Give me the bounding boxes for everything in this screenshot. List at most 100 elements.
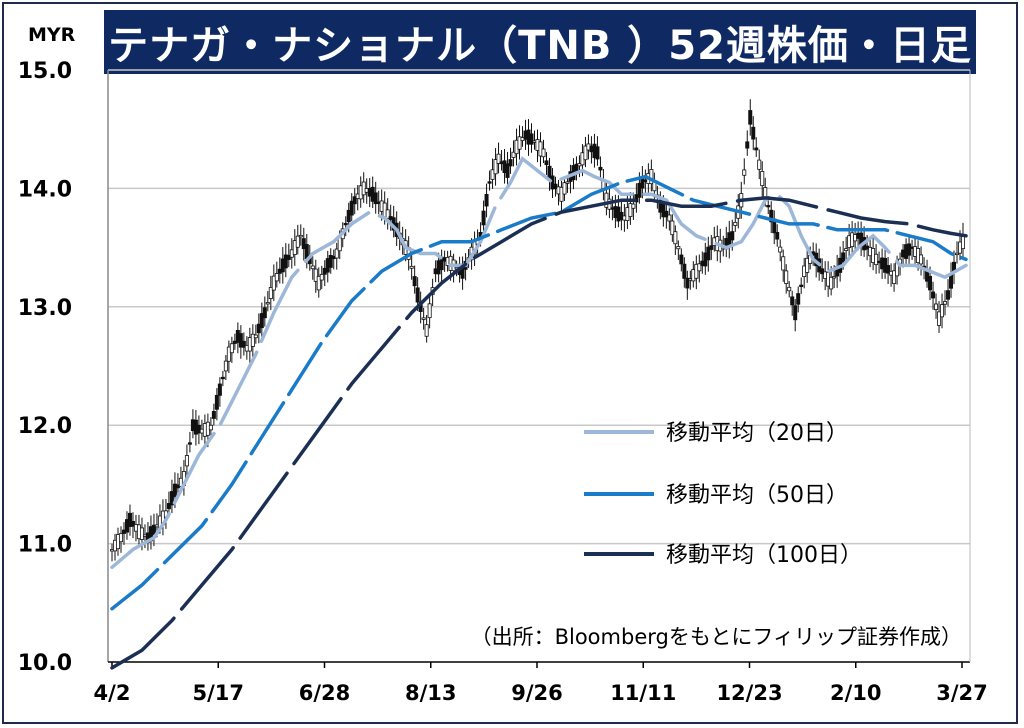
price-candle (685, 277, 690, 289)
price-candle (310, 265, 315, 270)
price-candle (676, 246, 681, 250)
price-candle (757, 159, 762, 170)
price-candle (550, 175, 555, 190)
y-tick-label: 13.0 (18, 296, 72, 321)
price-candle (313, 268, 318, 282)
price-candle (220, 376, 225, 380)
price-candle (172, 483, 177, 497)
axes (107, 70, 971, 668)
price-candle (778, 246, 783, 253)
price-candle (352, 196, 357, 205)
price-candle (742, 169, 747, 176)
price-candle (253, 334, 258, 339)
price-candle (298, 234, 303, 238)
price-candle (265, 302, 270, 305)
price-candle (595, 146, 600, 160)
price-candle (649, 169, 654, 185)
price-candle (496, 153, 501, 164)
price-candle (754, 147, 759, 151)
price-candle (565, 181, 570, 184)
price-candle (127, 512, 132, 527)
y-tick-label: 14.0 (18, 177, 72, 202)
price-candle (373, 192, 378, 205)
price-candle (274, 273, 279, 282)
price-candle (946, 290, 951, 300)
ma-line-1 (110, 156, 968, 570)
price-candle (829, 276, 834, 290)
price-candle (493, 159, 498, 175)
price-candle (118, 533, 123, 543)
legend-label: 移動平均（50日） (666, 483, 848, 508)
price-candle (217, 383, 222, 396)
price-candle (208, 424, 213, 431)
price-candle (130, 520, 135, 527)
grid-lines (108, 69, 970, 545)
price-candle (697, 263, 702, 272)
price-candle (682, 263, 687, 279)
price-candle (766, 204, 771, 208)
price-candle (733, 221, 738, 226)
price-candle (799, 284, 804, 287)
price-candle (940, 304, 945, 318)
price-candle (805, 257, 810, 273)
price-candle (730, 231, 735, 241)
ma-line-3 (110, 196, 968, 670)
x-tick-labels: 4/2 5/17 6/28 8/13 9/26 11/11 12/23 2/10 3/27 (94, 681, 988, 705)
price-candle (490, 169, 495, 180)
price-candle (427, 303, 432, 319)
price-candle (301, 238, 306, 250)
price-candle (223, 360, 228, 372)
price-candle (184, 455, 189, 467)
price-candle (583, 145, 588, 161)
price-candle (628, 203, 633, 217)
price-candle (295, 235, 300, 248)
price-candle (250, 333, 255, 347)
price-candle (790, 296, 795, 306)
price-candle (424, 324, 429, 337)
ma-line-2 (110, 174, 968, 611)
chart-title: テナガ・ナショナル（TNB ）52週株価・日足 (104, 10, 976, 74)
price-candle (784, 270, 789, 284)
x-tick-label: 4/2 (94, 681, 131, 705)
price-candle (919, 254, 924, 265)
price-candle (694, 263, 699, 279)
price-candle (670, 220, 675, 236)
price-candle (706, 246, 711, 261)
y-tick-labels: 10.0 11.0 12.0 13.0 14.0 15.0 (18, 59, 72, 676)
price-candle (787, 286, 792, 292)
price-candle (634, 194, 639, 203)
y-tick-label: 11.0 (18, 533, 72, 558)
price-candle (943, 301, 948, 305)
price-candle (553, 183, 558, 190)
price-candle (760, 171, 765, 187)
price-candle (751, 126, 756, 140)
price-candle (214, 394, 219, 410)
price-candle (637, 182, 642, 198)
price-candle (346, 209, 351, 223)
price-candle (259, 313, 264, 329)
price-candle (748, 110, 753, 125)
price-candle (544, 160, 549, 166)
legend: 移動平均（20日） 移動平均（50日） 移動平均（100日） (584, 421, 862, 568)
price-candle (955, 252, 960, 256)
price-candle (166, 503, 171, 510)
price-candle (673, 231, 678, 245)
price-candle (505, 163, 510, 178)
x-tick-label: 12/23 (716, 681, 782, 705)
price-candle (319, 273, 324, 281)
price-candle (598, 166, 603, 171)
price-candle (892, 270, 897, 284)
price-candle (484, 194, 489, 207)
price-candle (169, 491, 174, 506)
price-candle (226, 346, 231, 362)
price-candle (271, 275, 276, 291)
price-candle (769, 209, 774, 223)
price-candle (139, 527, 144, 540)
x-tick-label: 2/10 (830, 681, 882, 705)
price-candle (793, 305, 798, 321)
price-candle (211, 411, 216, 419)
price-candle (796, 293, 801, 305)
price-candle (529, 133, 534, 145)
x-tick-label: 5/17 (192, 681, 244, 705)
